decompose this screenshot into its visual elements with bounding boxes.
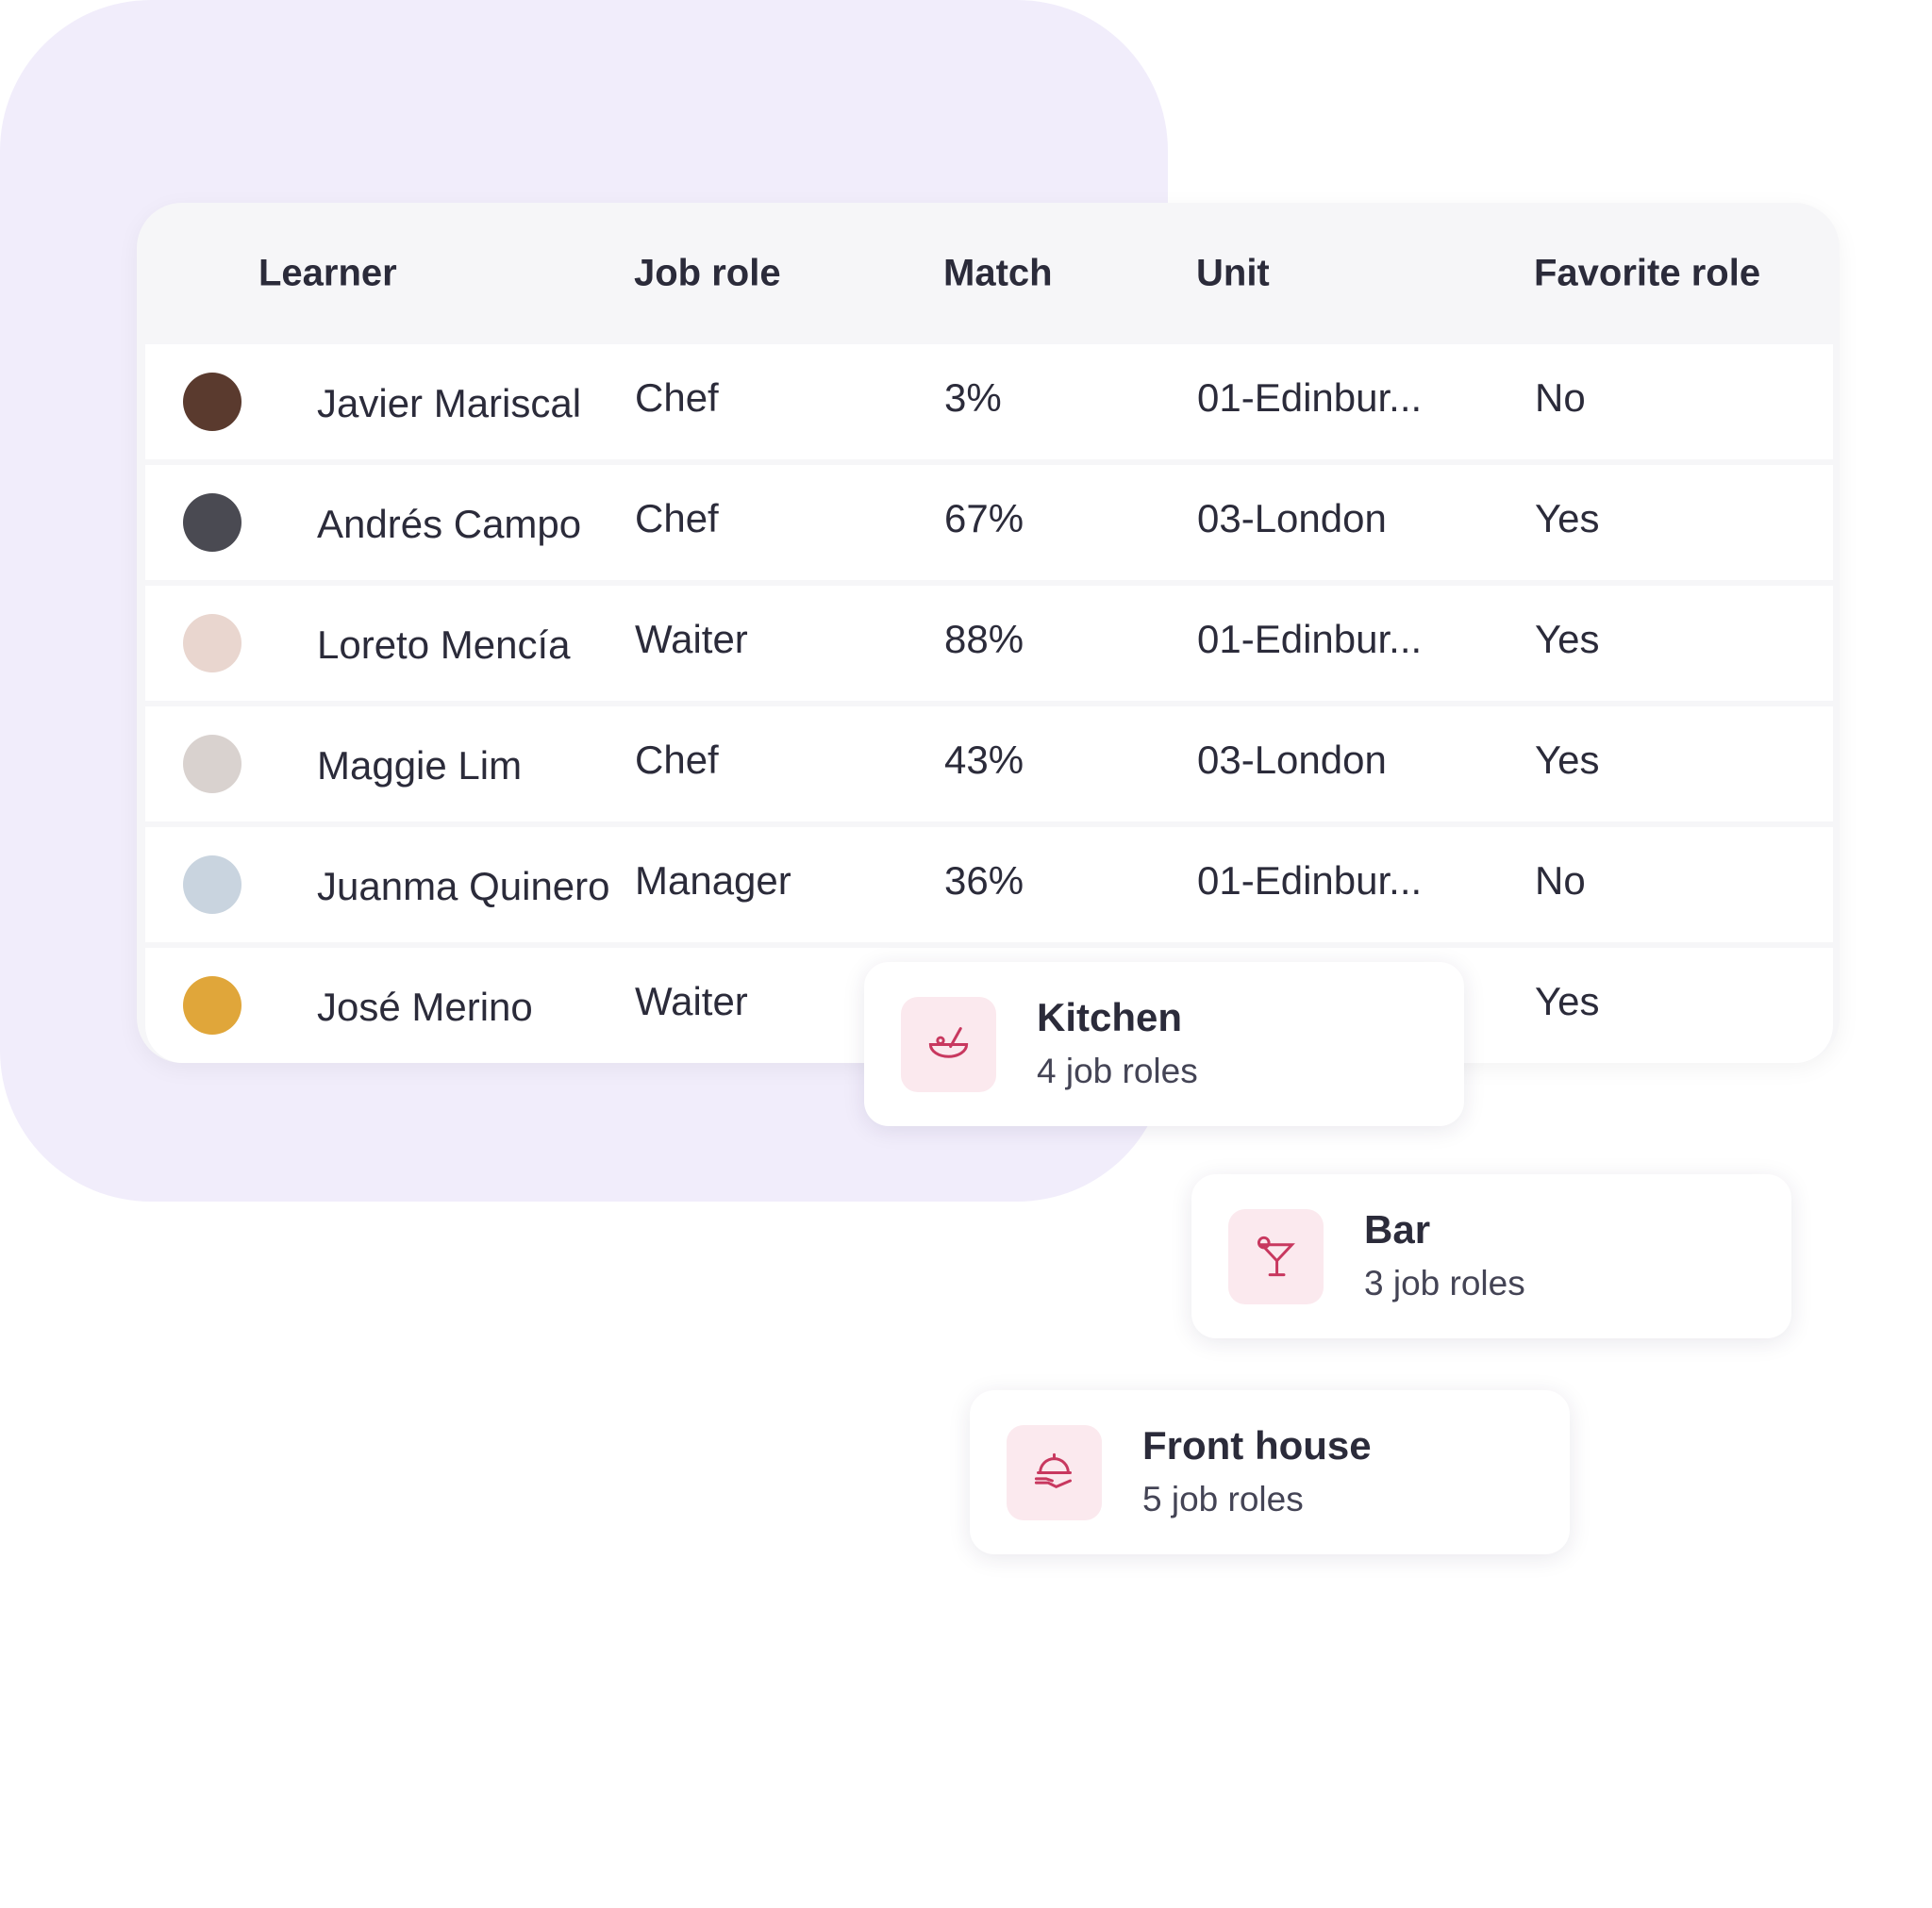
unit-cell: 03-London [1197,738,1387,782]
avatar [183,855,242,914]
column-header: Job role [634,252,781,294]
job-role-cell: Waiter [635,617,748,661]
favorite-role-cell: Yes [1535,979,1600,1023]
match-cell: 3% [944,375,1002,420]
unit-cell: 01-Edinbur... [1197,617,1423,661]
match-cell: 36% [944,858,1024,903]
avatar [183,614,242,672]
learner-cell: Andrés Campo [317,502,582,546]
avatar [183,493,242,552]
table-row [145,465,1833,580]
match-cell: 88% [944,617,1024,661]
column-header: Unit [1196,252,1270,294]
learner-cell: Loreto Mencía [317,622,571,667]
table-row [145,344,1833,459]
learner-cell: Juanma Quinero [317,864,610,908]
unit-cell: 01-Edinbur... [1197,375,1423,420]
bar-card[interactable]: Bar 3 job roles [1191,1174,1791,1338]
card-subtitle: 3 job roles [1364,1264,1525,1302]
match-cell: 67% [944,496,1024,540]
front-house-card[interactable]: Front house 5 job roles [970,1390,1570,1554]
bar-icon [1228,1209,1324,1304]
job-role-cell: Manager [635,858,791,903]
card-title: Bar [1364,1207,1431,1252]
column-header: Learner [258,252,397,294]
avatar [183,373,242,431]
job-role-cell: Chef [635,738,719,782]
card-title: Kitchen [1037,995,1183,1039]
table-row [145,706,1833,821]
column-header: Match [943,252,1053,294]
unit-cell: 03-London [1197,496,1387,540]
job-role-cell: Chef [635,496,719,540]
job-role-cell: Chef [635,375,719,420]
table-row [145,827,1833,942]
favorite-role-cell: Yes [1535,738,1600,782]
card-subtitle: 5 job roles [1142,1480,1304,1518]
table-row [145,586,1833,701]
job-role-cell: Waiter [635,979,748,1023]
learner-table: Learner Job role Match Unit Favorite role Jav… [137,203,1840,1063]
favorite-role-cell: No [1535,858,1586,903]
favorite-role-cell: No [1535,375,1586,420]
card-title: Front house [1142,1423,1372,1468]
front-house-icon [1007,1425,1102,1520]
match-cell: 43% [944,738,1024,782]
column-header: Favorite role [1534,252,1761,294]
learner-cell: Maggie Lim [317,743,523,788]
kitchen-card[interactable]: Kitchen 4 job roles [864,962,1464,1126]
avatar [183,735,242,793]
card-subtitle: 4 job roles [1037,1052,1198,1090]
unit-cell: 01-Edinbur... [1197,858,1423,903]
learner-cell: José Merino [317,985,533,1029]
favorite-role-cell: Yes [1535,617,1600,661]
kitchen-icon [901,997,996,1092]
avatar [183,976,242,1035]
favorite-role-cell: Yes [1535,496,1600,540]
learner-cell: Javier Mariscal [317,381,582,425]
